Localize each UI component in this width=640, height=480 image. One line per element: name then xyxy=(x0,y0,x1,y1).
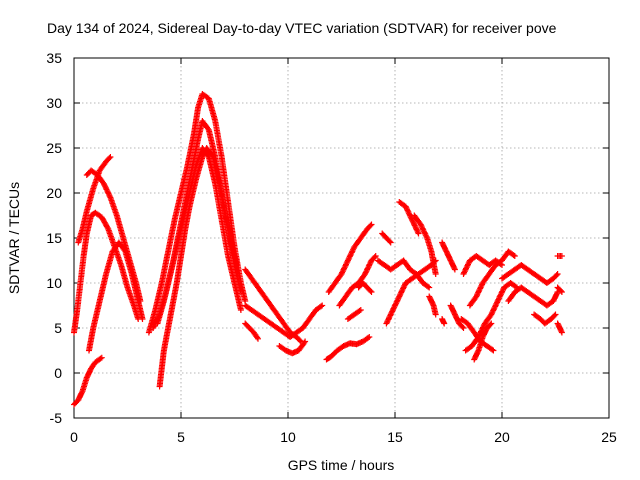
data-point-markers xyxy=(383,257,439,327)
satellite-track-11 xyxy=(242,302,326,340)
satellite-track-16 xyxy=(336,253,379,309)
satellite-track-2 xyxy=(75,154,114,246)
data-point-markers xyxy=(426,293,439,318)
data-point-markers xyxy=(71,354,105,408)
satellite-track-12 xyxy=(242,320,261,342)
data-point-markers xyxy=(242,302,326,340)
data-point-markers xyxy=(154,145,244,327)
data-point-markers xyxy=(466,248,518,309)
chart-title: Day 134 of 2024, Sidereal Day-to-day VTE… xyxy=(47,20,557,36)
x-axis-label: GPS time / hours xyxy=(288,457,395,473)
y-tick-label: 35 xyxy=(46,50,62,66)
data-point-markers xyxy=(554,320,565,336)
y-tick-label: 20 xyxy=(46,185,62,201)
satellite-track-32 xyxy=(447,302,467,331)
satellite-track-36 xyxy=(554,253,565,259)
data-point-markers xyxy=(71,209,142,336)
x-tick-label: 25 xyxy=(601,429,617,445)
data-point-markers xyxy=(145,91,249,336)
x-tick-label: 5 xyxy=(177,429,185,445)
data-point-markers xyxy=(411,212,439,277)
data-point-markers xyxy=(462,280,520,354)
data-point-markers xyxy=(505,284,561,309)
satellite-track-22 xyxy=(396,199,422,237)
y-tick-label: 25 xyxy=(46,140,62,156)
satellite-track-33 xyxy=(499,262,561,286)
data-point-markers xyxy=(499,262,561,286)
satellite-track-18 xyxy=(355,280,375,295)
y-tick-label: 15 xyxy=(46,230,62,246)
satellite-track-8 xyxy=(154,145,244,327)
satellite-track-26 xyxy=(439,239,458,273)
y-tick-label: 0 xyxy=(54,365,62,381)
satellite-track-30 xyxy=(462,280,520,354)
data-point-markers xyxy=(344,307,364,322)
data-point-markers xyxy=(554,284,565,295)
data-point-markers xyxy=(156,145,240,390)
data-point-markers xyxy=(325,221,375,295)
satellite-track-31 xyxy=(471,320,495,363)
satellite-track-15 xyxy=(325,221,375,295)
data-point-markers xyxy=(323,334,373,363)
x-tick-label: 20 xyxy=(494,429,510,445)
satellite-track-6 xyxy=(145,91,249,336)
x-tick-label: 0 xyxy=(70,429,78,445)
data-point-markers xyxy=(276,338,309,357)
satellite-track-34 xyxy=(505,284,561,309)
data-point-markers xyxy=(439,316,448,327)
grid-lines xyxy=(74,58,609,418)
y-tick-label: 10 xyxy=(46,275,62,291)
data-point-markers xyxy=(471,320,495,363)
data-point-markers xyxy=(396,199,422,237)
y-tick-label: 5 xyxy=(54,320,62,336)
satellite-track-21 xyxy=(383,257,439,327)
data-marks xyxy=(71,91,565,408)
satellite-track-24 xyxy=(426,293,439,318)
y-tick-label: -5 xyxy=(50,410,63,426)
satellite-track-13 xyxy=(276,338,309,357)
satellite-track-38 xyxy=(554,320,565,336)
x-tick-label: 10 xyxy=(280,429,296,445)
data-point-markers xyxy=(554,253,565,259)
satellite-track-9 xyxy=(156,145,240,390)
satellite-track-35 xyxy=(531,311,559,327)
satellite-track-25 xyxy=(439,316,448,327)
axis-ticks: 0 5 10 15 20 25 -5 0 5 10 15 20 25 30 35 xyxy=(46,50,617,445)
x-tick-label: 15 xyxy=(387,429,403,445)
data-point-markers xyxy=(242,320,261,342)
y-tick-label: 30 xyxy=(46,95,62,111)
data-point-markers xyxy=(75,154,114,246)
satellite-track-4 xyxy=(86,239,146,354)
satellite-track-14 xyxy=(323,334,373,363)
satellite-track-28 xyxy=(466,248,518,309)
data-point-markers xyxy=(447,302,467,331)
satellite-track-19 xyxy=(379,230,394,246)
data-point-markers xyxy=(379,230,394,246)
data-point-markers xyxy=(86,239,146,354)
data-point-markers xyxy=(355,280,375,295)
satellite-track-5 xyxy=(71,354,105,408)
satellite-track-17 xyxy=(344,307,364,322)
satellite-track-23 xyxy=(411,212,439,277)
satellite-track-37 xyxy=(554,284,565,295)
data-point-markers xyxy=(439,239,458,273)
data-point-markers xyxy=(336,253,379,309)
data-point-markers xyxy=(531,311,559,327)
satellite-track-1 xyxy=(71,209,142,336)
y-axis-label: SDTVAR / TECUs xyxy=(6,182,22,294)
